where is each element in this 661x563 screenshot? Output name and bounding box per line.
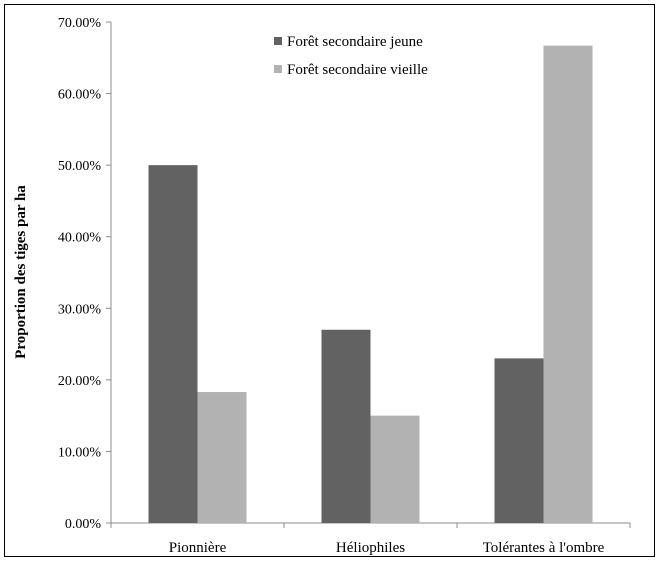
y-tick-label: 0.00% — [65, 517, 102, 532]
legend-label: Forêt secondaire jeune — [287, 34, 423, 50]
y-tick-label: 10.00% — [58, 445, 102, 460]
y-tick-label: 40.00% — [58, 231, 102, 246]
x-category-label: Héliophiles — [336, 540, 405, 556]
legend-swatch — [274, 65, 282, 73]
bar — [197, 392, 247, 523]
y-tick-label: 70.00% — [58, 16, 102, 31]
bar — [370, 415, 420, 523]
bars — [148, 45, 593, 524]
legend-label: Forêt secondaire vieille — [287, 62, 428, 78]
y-tick-label: 60.00% — [58, 88, 102, 103]
x-category-label: Tolérantes à l'ombre — [483, 540, 605, 556]
bar — [148, 165, 198, 523]
bar — [543, 45, 593, 524]
y-axis-title: Proportion des tiges par ha — [13, 185, 29, 359]
y-tick-label: 30.00% — [58, 302, 102, 317]
y-tick-label: 50.00% — [58, 159, 102, 174]
x-axis: Pionnière Héliophiles Tolérantes à l'ombre — [110, 522, 631, 556]
bar — [494, 358, 544, 523]
bar — [321, 329, 371, 523]
legend-swatch — [274, 37, 282, 45]
y-axis: 0.00% 10.00% 20.00% 30.00% 40.00% 50.00% 60.00… — [58, 16, 112, 532]
y-tick-label: 20.00% — [58, 374, 102, 389]
legend: Forêt secondaire jeune Forêt secondaire v… — [274, 34, 428, 78]
x-category-label: Pionnière — [169, 540, 227, 556]
